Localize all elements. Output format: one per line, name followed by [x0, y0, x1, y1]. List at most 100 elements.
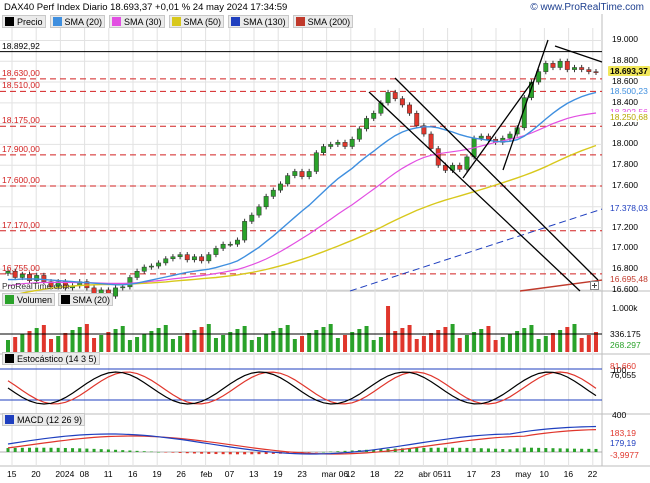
- level-label: 18.510,00: [2, 80, 40, 91]
- candle-body: [141, 266, 147, 272]
- macd-histogram-bar: [415, 447, 419, 452]
- sma130-line: [349, 208, 603, 292]
- stoch-k-line: [7, 371, 597, 405]
- macd-histogram-bar: [580, 448, 584, 452]
- volume-bar: [328, 324, 333, 352]
- candle-body: [134, 270, 140, 278]
- macd-swatch: [5, 415, 14, 424]
- x-axis-label: 2024: [55, 469, 75, 479]
- macd-histogram-bar: [185, 452, 189, 454]
- legend-item[interactable]: SMA (50): [168, 15, 225, 28]
- trend-line: [394, 77, 599, 281]
- candle-body: [572, 67, 577, 70]
- macd-histogram-bar: [63, 447, 67, 452]
- grid-layer: [0, 14, 650, 467]
- candle-body: [356, 128, 362, 140]
- brand-link[interactable]: © www.ProRealTime.com: [530, 2, 644, 13]
- y-axis-tick: 17.800: [612, 159, 638, 170]
- macd-histogram-bar: [479, 448, 483, 452]
- volume-bar: [335, 338, 340, 352]
- volume-tag: 268.297: [610, 340, 641, 350]
- macd-histogram-bar: [264, 452, 268, 455]
- volume-bar: [421, 336, 426, 352]
- stoch-tick: 100: [612, 365, 627, 375]
- candle-body: [278, 183, 283, 191]
- volume-bar: [594, 332, 598, 352]
- macd-histogram-bar: [149, 451, 153, 453]
- price-legend: Precio SMA (20) SMA (30) SMA (50) SMA (130) S…: [2, 15, 357, 28]
- volume-bar: [271, 331, 276, 352]
- macd-histogram-bar: [85, 448, 89, 452]
- candle-body: [199, 256, 205, 262]
- volume-bar: [278, 328, 283, 352]
- legend-item[interactable]: SMA (200): [292, 15, 354, 28]
- sma200-line: [519, 279, 603, 292]
- x-axis-label: 16: [128, 469, 138, 479]
- candle-body: [306, 171, 312, 177]
- candle-body: [206, 254, 212, 262]
- volume-bar: [149, 331, 154, 352]
- x-axis-label: 07: [224, 469, 235, 479]
- x-axis-label: 12: [345, 469, 356, 479]
- legend-item[interactable]: SMA (20): [49, 15, 106, 28]
- candle-body: [263, 196, 269, 208]
- volume-bar: [479, 329, 484, 352]
- candle-body: [457, 164, 463, 170]
- level-label: 16.755,00: [2, 262, 40, 273]
- candle-body: [335, 142, 341, 145]
- candle-body: [521, 97, 527, 129]
- macd-histogram-bar: [565, 448, 569, 452]
- legend-item[interactable]: SMA (30): [109, 15, 165, 28]
- macd-title[interactable]: MACD (12 26 9): [2, 413, 86, 426]
- candle-body: [321, 146, 326, 153]
- level-label: 17.600,00: [2, 175, 40, 185]
- candle-body: [177, 254, 183, 257]
- volume-bar: [307, 333, 312, 352]
- macd-histogram-bar: [458, 447, 462, 452]
- volume-bar: [572, 324, 577, 352]
- macd-histogram-bar: [243, 452, 247, 455]
- volume-bar: [393, 331, 398, 352]
- x-axis-label: 08: [79, 469, 90, 479]
- macd-histogram-bar: [322, 451, 326, 453]
- macd-histogram-bar: [451, 447, 455, 452]
- volume-bar: [264, 334, 269, 352]
- candle-body: [41, 275, 47, 282]
- macd-histogram-bar: [128, 450, 132, 452]
- macd-histogram-bar: [350, 450, 354, 452]
- volume-bar: [56, 336, 61, 352]
- trend-line: [462, 81, 533, 179]
- candle-body: [536, 71, 542, 83]
- volume-bar: [41, 325, 46, 352]
- candle-body: [371, 112, 377, 119]
- legend-item[interactable]: Precio: [2, 15, 46, 28]
- volume-title[interactable]: Volumen: [2, 293, 56, 306]
- volume-bar: [436, 330, 441, 352]
- candle-body: [464, 156, 470, 170]
- macd-histogram-bar: [508, 449, 512, 452]
- volume-sma-title[interactable]: SMA (20): [57, 293, 114, 306]
- volume-bar: [550, 333, 555, 352]
- stoch-title[interactable]: Estocástico (14 3 5): [2, 352, 100, 365]
- volume-bar: [156, 328, 161, 352]
- macd-histogram-bar: [544, 448, 548, 452]
- price-tag: 16.695,48: [608, 274, 650, 285]
- macd-histogram-bar: [228, 452, 232, 455]
- candle-body: [299, 171, 305, 177]
- candle-body: [328, 144, 334, 147]
- legend-item[interactable]: SMA (130): [228, 15, 289, 28]
- panel-settings-icon[interactable]: [590, 281, 599, 292]
- macd-histogram-bar: [92, 448, 96, 452]
- stoch-title-text: Estocástico (14 3 5): [17, 353, 97, 364]
- macd-histogram-bar: [522, 447, 526, 452]
- macd-tag: 183,19: [610, 428, 636, 438]
- stoch-legend: Estocástico (14 3 5): [2, 352, 100, 365]
- candle-body: [385, 92, 391, 104]
- volume-bar: [242, 326, 247, 352]
- macd-title-text: MACD (12 26 9): [17, 414, 83, 425]
- candle-body: [593, 71, 599, 73]
- macd-histogram-bar: [157, 451, 161, 453]
- macd-histogram-bar: [515, 448, 519, 452]
- x-axis-label: 19: [152, 469, 162, 479]
- stoch-swatch: [5, 354, 14, 363]
